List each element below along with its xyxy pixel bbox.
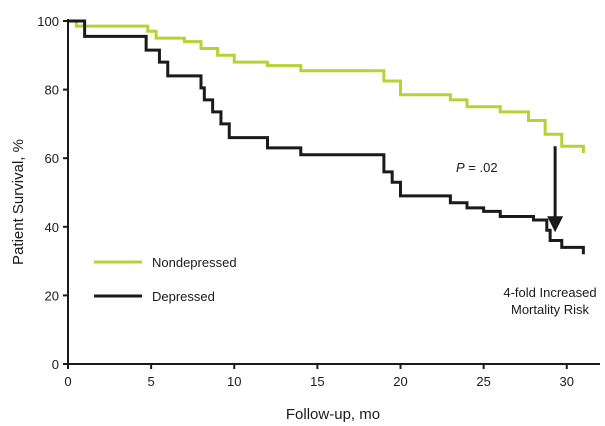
series-lines (68, 19, 585, 255)
y-tick-label: 100 (37, 14, 59, 29)
y-tick-label: 60 (45, 151, 59, 166)
ticks: 0 5 10 15 20 25 30 0 20 40 60 80 100 (37, 14, 574, 389)
y-tick-label: 80 (45, 83, 59, 98)
x-tick-label: 25 (476, 374, 490, 389)
y-tick-label: 0 (52, 357, 59, 372)
mortality-risk-annotation: 4-fold Increased (503, 285, 596, 300)
x-tick-label: 15 (310, 374, 324, 389)
x-tick-label: 0 (64, 374, 71, 389)
legend: Nondepressed Depressed (94, 255, 237, 304)
mortality-risk-annotation: Mortality Risk (511, 302, 590, 317)
series-line-depressed (68, 19, 585, 255)
annotations: P = .02 4-fold Increased Mortality Risk (456, 146, 597, 317)
x-tick-label: 20 (393, 374, 407, 389)
series-line-nondepressed (68, 19, 585, 154)
axes (67, 19, 600, 365)
x-tick-label: 30 (560, 374, 574, 389)
legend-label-depressed: Depressed (152, 289, 215, 304)
y-axis-title: Patient Survival, % (10, 139, 27, 265)
y-tick-label: 40 (45, 220, 59, 235)
x-axis-title: Follow-up, mo (286, 406, 380, 423)
x-tick-label: 10 (227, 374, 241, 389)
legend-label-nondepressed: Nondepressed (152, 255, 237, 270)
p-value-annotation: P = .02 (456, 160, 498, 175)
y-tick-label: 20 (45, 288, 59, 303)
arrow-head (547, 216, 564, 233)
x-tick-label: 5 (148, 374, 155, 389)
